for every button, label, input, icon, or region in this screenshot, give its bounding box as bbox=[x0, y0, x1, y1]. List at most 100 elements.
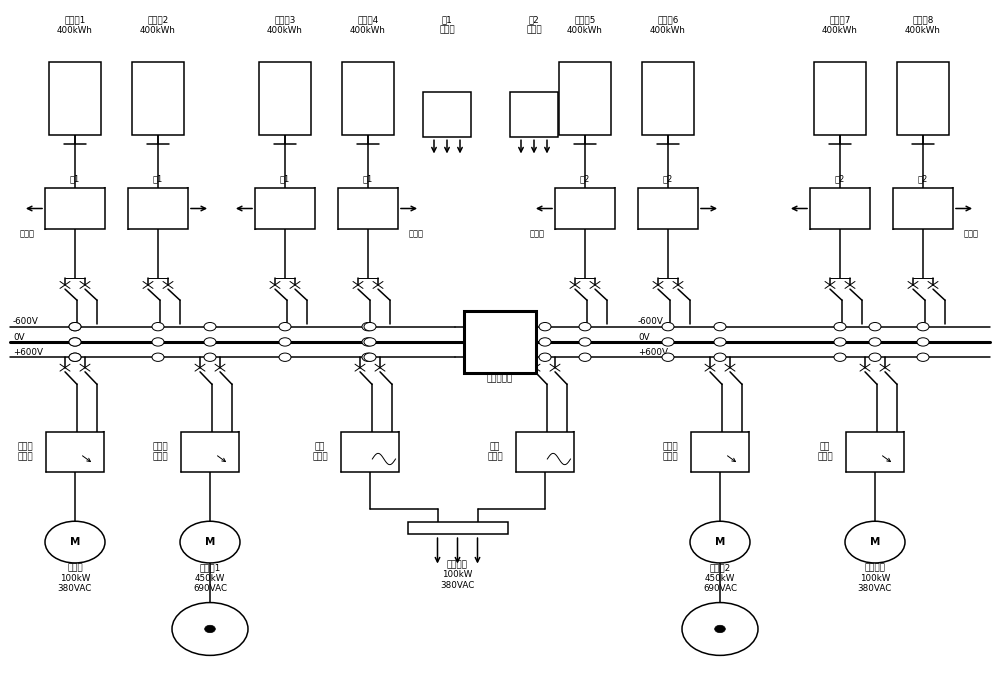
Circle shape bbox=[204, 338, 216, 346]
Text: 屸1: 屸1 bbox=[280, 175, 290, 183]
Circle shape bbox=[539, 322, 551, 331]
Circle shape bbox=[917, 338, 929, 346]
Circle shape bbox=[662, 322, 674, 331]
Circle shape bbox=[539, 353, 551, 361]
Circle shape bbox=[662, 353, 674, 361]
Bar bbox=[46, 432, 104, 472]
Circle shape bbox=[364, 338, 376, 346]
Bar bbox=[132, 62, 184, 135]
Text: 主推进1
450kW
690VAC: 主推进1 450kW 690VAC bbox=[193, 564, 227, 593]
Text: 屸2: 屸2 bbox=[580, 175, 590, 183]
Text: 变频空调
100kW
380VAC: 变频空调 100kW 380VAC bbox=[858, 564, 892, 593]
Text: 电池组2
400kWh: 电池组2 400kWh bbox=[140, 15, 176, 35]
Bar bbox=[893, 188, 953, 229]
Bar bbox=[642, 62, 694, 135]
Text: 空调
逆变器: 空调 逆变器 bbox=[817, 442, 833, 461]
Circle shape bbox=[579, 338, 591, 346]
Circle shape bbox=[152, 322, 164, 331]
Bar bbox=[181, 432, 239, 472]
Circle shape bbox=[152, 353, 164, 361]
Bar bbox=[255, 188, 315, 229]
Text: 0V: 0V bbox=[638, 333, 650, 341]
Text: 电池组3
400kWh: 电池组3 400kWh bbox=[267, 15, 303, 35]
Text: 侧推进
逆变器: 侧推进 逆变器 bbox=[17, 442, 33, 461]
Circle shape bbox=[69, 338, 81, 346]
Text: M: M bbox=[870, 537, 880, 547]
Circle shape bbox=[917, 322, 929, 331]
Bar bbox=[516, 432, 574, 472]
Text: 电池组4
400kWh: 电池组4 400kWh bbox=[350, 15, 386, 35]
Bar bbox=[128, 188, 188, 229]
Circle shape bbox=[362, 338, 374, 346]
Text: 电池组6
400kWh: 电池组6 400kWh bbox=[650, 15, 686, 35]
Text: 日用负荷
100kW
380VAC: 日用负荷 100kW 380VAC bbox=[440, 560, 475, 589]
Text: 电池组5
400kWh: 电池组5 400kWh bbox=[567, 15, 603, 35]
Bar bbox=[555, 188, 615, 229]
Circle shape bbox=[845, 521, 905, 563]
Text: 屸2
接口笱: 屸2 接口笱 bbox=[526, 15, 542, 35]
Circle shape bbox=[834, 353, 846, 361]
Circle shape bbox=[69, 353, 81, 361]
Bar bbox=[341, 432, 399, 472]
Text: 主推进2
450kW
690VAC: 主推进2 450kW 690VAC bbox=[703, 564, 737, 593]
Text: 0V: 0V bbox=[13, 333, 25, 341]
Circle shape bbox=[869, 338, 881, 346]
Bar bbox=[638, 188, 698, 229]
Bar bbox=[510, 92, 558, 138]
Circle shape bbox=[539, 338, 551, 346]
Circle shape bbox=[715, 626, 725, 632]
Text: 屸1: 屸1 bbox=[363, 175, 373, 183]
Text: 高压盒: 高压盒 bbox=[529, 229, 544, 238]
Circle shape bbox=[69, 338, 81, 346]
Text: 电池组1
400kWh: 电池组1 400kWh bbox=[57, 15, 93, 35]
Circle shape bbox=[69, 322, 81, 331]
Text: M: M bbox=[715, 537, 725, 547]
Bar bbox=[464, 311, 536, 373]
Text: 固态断路器: 固态断路器 bbox=[487, 375, 513, 383]
Circle shape bbox=[714, 338, 726, 346]
Text: -600V: -600V bbox=[638, 318, 664, 326]
Bar bbox=[897, 62, 949, 135]
Bar bbox=[259, 62, 311, 135]
Bar bbox=[810, 188, 870, 229]
Bar bbox=[342, 62, 394, 135]
Text: -600V: -600V bbox=[13, 318, 39, 326]
Text: 屸1: 屸1 bbox=[70, 175, 80, 183]
Circle shape bbox=[917, 353, 929, 361]
Bar bbox=[846, 432, 904, 472]
Circle shape bbox=[205, 626, 215, 632]
Circle shape bbox=[362, 353, 374, 361]
Circle shape bbox=[579, 322, 591, 331]
Circle shape bbox=[690, 521, 750, 563]
Bar bbox=[338, 188, 398, 229]
Circle shape bbox=[869, 353, 881, 361]
Bar bbox=[408, 522, 508, 534]
Text: 屸2: 屸2 bbox=[663, 175, 673, 183]
Text: M: M bbox=[205, 537, 215, 547]
Circle shape bbox=[279, 338, 291, 346]
Text: +600V: +600V bbox=[13, 348, 43, 357]
Circle shape bbox=[714, 353, 726, 361]
Circle shape bbox=[204, 322, 216, 331]
Circle shape bbox=[69, 353, 81, 361]
Bar bbox=[814, 62, 866, 135]
Circle shape bbox=[180, 521, 240, 563]
Text: 高压盒: 高压盒 bbox=[964, 229, 979, 238]
Text: 屸2: 屸2 bbox=[835, 175, 845, 183]
Circle shape bbox=[362, 322, 374, 331]
Bar bbox=[691, 432, 749, 472]
Text: 日用
逆变器: 日用 逆变器 bbox=[312, 442, 328, 461]
Text: 高压盒: 高压盒 bbox=[19, 229, 34, 238]
Text: 屸2: 屸2 bbox=[918, 175, 928, 183]
Circle shape bbox=[172, 603, 248, 655]
Circle shape bbox=[152, 338, 164, 346]
Bar bbox=[559, 62, 611, 135]
Circle shape bbox=[714, 322, 726, 331]
Text: 高压盒: 高压盒 bbox=[409, 229, 424, 238]
Text: 日用
逆变器: 日用 逆变器 bbox=[487, 442, 503, 461]
Circle shape bbox=[204, 353, 216, 361]
Circle shape bbox=[279, 353, 291, 361]
Bar bbox=[423, 92, 471, 138]
Text: 屸1
接口笱: 屸1 接口笱 bbox=[439, 15, 455, 35]
Circle shape bbox=[279, 322, 291, 331]
